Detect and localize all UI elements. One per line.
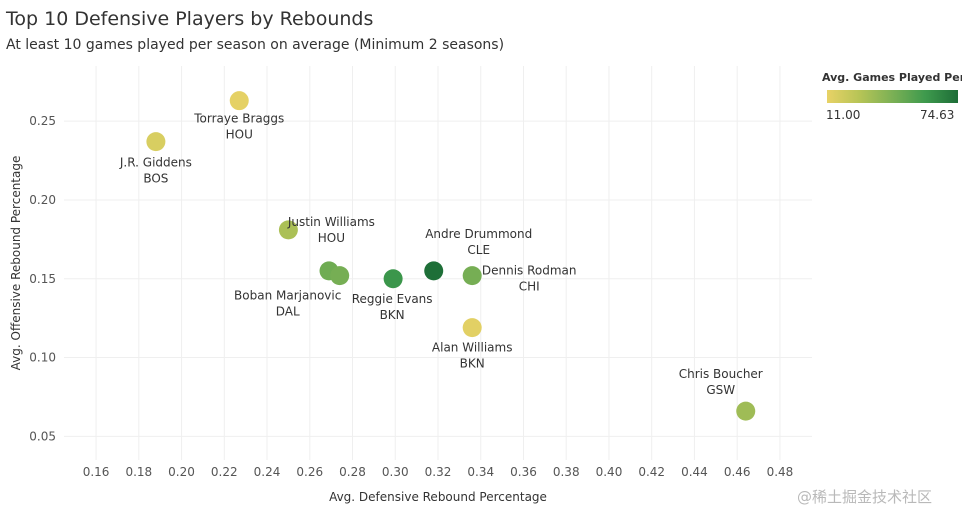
y-tick-label: 0.10 xyxy=(29,351,56,365)
x-tick-label: 0.36 xyxy=(510,465,537,479)
data-point[interactable] xyxy=(462,266,482,286)
point-team-label: BKN xyxy=(380,308,405,322)
point-team-label: CHI xyxy=(519,280,540,294)
x-tick-label: 0.44 xyxy=(681,465,708,479)
point-name-label: Boban Marjanovic xyxy=(234,289,341,303)
point-name-label: Reggie Evans xyxy=(352,292,433,306)
x-tick-label: 0.48 xyxy=(767,465,794,479)
point-team-label: BOS xyxy=(143,172,168,186)
data-point[interactable] xyxy=(424,261,444,281)
point-labels: Torraye Braggs HOU J.R. Giddens BOS Justin W… xyxy=(119,112,763,397)
x-tick-label: 0.38 xyxy=(553,465,580,479)
x-tick-label: 0.18 xyxy=(125,465,152,479)
point-name-label: Alan Williams xyxy=(432,341,513,355)
x-tick-label: 0.40 xyxy=(596,465,623,479)
x-tick-label: 0.28 xyxy=(339,465,366,479)
point-name-label: Torraye Braggs xyxy=(193,112,284,126)
x-axis-label: Avg. Defensive Rebound Percentage xyxy=(329,490,547,504)
x-axis-ticks: 0.16 0.18 0.20 0.22 0.24 0.26 0.28 0.30 0.32 0.34… xyxy=(83,465,794,479)
x-tick-label: 0.26 xyxy=(296,465,323,479)
y-axis-label: Avg. Offensive Rebound Percentage xyxy=(9,156,23,371)
point-name-label: Chris Boucher xyxy=(679,367,763,381)
y-tick-label: 0.15 xyxy=(29,272,56,286)
x-tick-label: 0.46 xyxy=(724,465,751,479)
point-name-label: Dennis Rodman xyxy=(482,264,577,278)
point-team-label: CLE xyxy=(467,243,490,257)
x-tick-label: 0.22 xyxy=(211,465,238,479)
y-tick-label: 0.05 xyxy=(29,429,56,443)
x-tick-label: 0.34 xyxy=(467,465,494,479)
x-tick-label: 0.30 xyxy=(382,465,409,479)
point-name-label: J.R. Giddens xyxy=(119,156,192,170)
legend-title: Avg. Games Played Per .. xyxy=(822,71,962,84)
watermark: @稀土掘金技术社区 xyxy=(797,488,933,506)
point-name-label: Justin Williams xyxy=(287,215,375,229)
point-team-label: GSW xyxy=(706,383,735,397)
chart-title: Top 10 Defensive Players by Rebounds xyxy=(6,8,374,30)
x-tick-label: 0.32 xyxy=(425,465,452,479)
legend-color-scale xyxy=(827,90,958,103)
x-tick-label: 0.42 xyxy=(638,465,665,479)
y-axis-ticks: 0.05 0.10 0.15 0.20 0.25 xyxy=(29,114,56,443)
y-tick-label: 0.25 xyxy=(29,114,56,128)
data-point[interactable] xyxy=(736,401,756,421)
data-point[interactable] xyxy=(330,266,350,286)
data-point[interactable] xyxy=(146,132,166,152)
y-tick-label: 0.20 xyxy=(29,193,56,207)
point-name-label: Andre Drummond xyxy=(425,227,532,241)
point-team-label: BKN xyxy=(460,357,485,371)
legend-max-label: 74.63 xyxy=(920,108,955,122)
x-tick-label: 0.24 xyxy=(254,465,281,479)
data-point[interactable] xyxy=(229,91,249,111)
data-point[interactable] xyxy=(278,220,298,240)
x-tick-label: 0.16 xyxy=(83,465,110,479)
data-point[interactable] xyxy=(383,269,403,289)
x-tick-label: 0.20 xyxy=(168,465,195,479)
chart-subtitle: At least 10 games played per season on a… xyxy=(6,37,505,53)
data-points xyxy=(146,91,756,421)
point-team-label: DAL xyxy=(276,305,300,319)
point-team-label: HOU xyxy=(318,231,345,245)
point-team-label: HOU xyxy=(226,128,253,142)
data-point[interactable] xyxy=(462,318,482,338)
legend-min-label: 11.00 xyxy=(826,108,861,122)
